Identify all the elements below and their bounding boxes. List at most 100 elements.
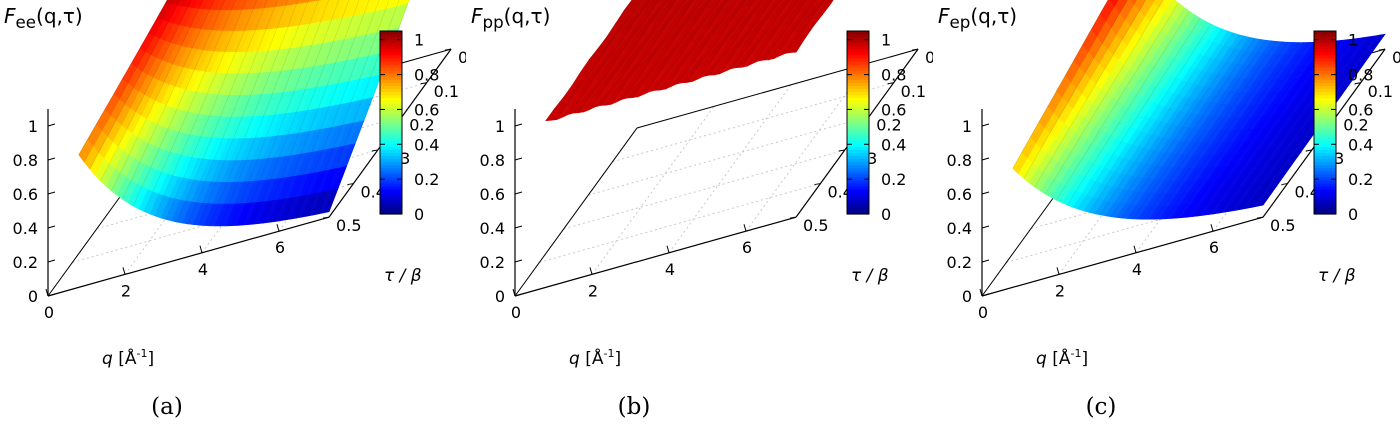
q-tick-label: 0 xyxy=(511,303,521,322)
colorbar-segment xyxy=(1314,159,1336,163)
title-args: (q,τ) xyxy=(970,4,1018,28)
colorbar-segment xyxy=(847,70,869,75)
z-tick-label: 0.8 xyxy=(947,151,972,170)
colorbar-segment xyxy=(1314,140,1336,145)
grid-line-tau xyxy=(612,82,894,163)
z-tick-label: 0.6 xyxy=(13,185,38,204)
colorbar-segment xyxy=(847,128,869,133)
colorbar-segment xyxy=(1314,70,1336,75)
z-tick xyxy=(514,259,523,263)
q-axis-label: q [Å-1] xyxy=(569,347,621,369)
colorbar-segment xyxy=(847,113,869,117)
colorbar-segment xyxy=(847,52,869,56)
colorbar-tick-label: 1 xyxy=(414,31,424,50)
q-axis-label-exponent: -1 xyxy=(1070,347,1081,360)
colorbar-segment xyxy=(380,85,402,90)
surface-facet xyxy=(1012,152,1028,175)
colorbar-segment xyxy=(1314,168,1336,172)
colorbar-segment xyxy=(380,92,402,96)
tau-tick xyxy=(1281,183,1288,186)
z-tick xyxy=(981,191,990,195)
surface-stripe xyxy=(143,0,236,212)
colorbar-segment xyxy=(1314,64,1336,69)
tau-axis-label: τ / β xyxy=(1318,266,1356,286)
surface-stripe xyxy=(730,0,782,69)
colorbar-segment xyxy=(380,95,402,99)
colorbar-segment xyxy=(1314,149,1336,154)
colorbar-segment xyxy=(380,52,402,56)
colorbar-segment xyxy=(847,210,869,215)
tau-tick xyxy=(814,183,821,186)
colorbar-segment xyxy=(1314,210,1336,215)
colorbar-segment xyxy=(380,46,402,50)
colorbar-segment xyxy=(380,174,402,178)
colorbar-segment xyxy=(380,98,402,102)
tau-tick xyxy=(838,149,845,152)
surface-stripe xyxy=(1088,23,1212,213)
surface-facet xyxy=(78,139,94,163)
z-tick xyxy=(514,225,523,229)
tau-axis-label: τ / β xyxy=(851,266,889,286)
surface-stripe xyxy=(1121,35,1244,219)
surface-stripe xyxy=(230,0,320,226)
z-tick-label: 1 xyxy=(495,117,505,136)
surface-stripe xyxy=(1099,28,1223,215)
colorbar-segment xyxy=(1314,189,1336,194)
surface-stripe xyxy=(317,0,400,215)
q-tick xyxy=(199,245,203,253)
surface-stripe xyxy=(187,0,278,225)
colorbar-segment xyxy=(1314,85,1336,90)
colorbar-segment xyxy=(847,92,869,96)
surface-stripe xyxy=(165,0,258,220)
surface xyxy=(78,0,410,227)
surface-stripe xyxy=(296,0,380,219)
colorbar-segment xyxy=(380,116,402,121)
colorbar-segment xyxy=(1314,162,1336,166)
surface-stripe xyxy=(1066,10,1190,206)
surface-stripe xyxy=(1012,0,1109,169)
colorbar-segment xyxy=(847,201,869,206)
colorbar-segment xyxy=(847,55,869,60)
colorbar-segment xyxy=(1314,95,1336,99)
colorbar-tick-label: 0.8 xyxy=(881,66,906,85)
colorbar-segment xyxy=(380,153,402,157)
colorbar-segment xyxy=(847,73,869,78)
tau-tick xyxy=(911,48,919,51)
z-tick xyxy=(514,123,523,127)
colorbar-segment xyxy=(1314,88,1336,93)
colorbar-segment xyxy=(847,140,869,145)
surface-stripe xyxy=(686,0,746,83)
colorbar-tick-label: 0.6 xyxy=(414,100,439,119)
title-main: F xyxy=(471,4,483,28)
colorbar-tick-label: 1 xyxy=(881,31,891,50)
z-tick xyxy=(47,293,56,297)
floor-edge xyxy=(514,127,638,297)
colorbar-segment xyxy=(380,34,402,38)
panel-title: Fee(q,τ) xyxy=(4,4,83,32)
q-axis-label: q [Å-1] xyxy=(1036,347,1088,369)
q-tick xyxy=(589,267,593,275)
colorbar-segment xyxy=(847,31,869,35)
colorbar-segment xyxy=(380,186,402,191)
colorbar-segment xyxy=(380,131,402,136)
colorbar-segment xyxy=(847,98,869,102)
tau-tick-label: 0.1 xyxy=(1368,82,1393,101)
q-tick-label: 6 xyxy=(275,238,285,257)
colorbar-segment xyxy=(847,195,869,200)
z-tick-label: 0.8 xyxy=(13,151,38,170)
q-tick xyxy=(743,224,747,232)
colorbar-segment xyxy=(1314,119,1336,124)
colorbar-frame xyxy=(846,30,870,215)
z-tick xyxy=(47,259,56,263)
colorbar-segment xyxy=(847,64,869,69)
colorbar-segment xyxy=(1314,125,1336,130)
colorbar-segment xyxy=(380,119,402,124)
surface-stripe xyxy=(1143,40,1266,220)
colorbar-segment xyxy=(847,165,869,169)
surface-stripe xyxy=(1186,42,1310,218)
tau-tick-label: 0.2 xyxy=(1343,115,1368,134)
surface-stripe xyxy=(241,0,330,226)
colorbar-segment xyxy=(1314,107,1336,111)
colorbar-segment xyxy=(847,159,869,163)
